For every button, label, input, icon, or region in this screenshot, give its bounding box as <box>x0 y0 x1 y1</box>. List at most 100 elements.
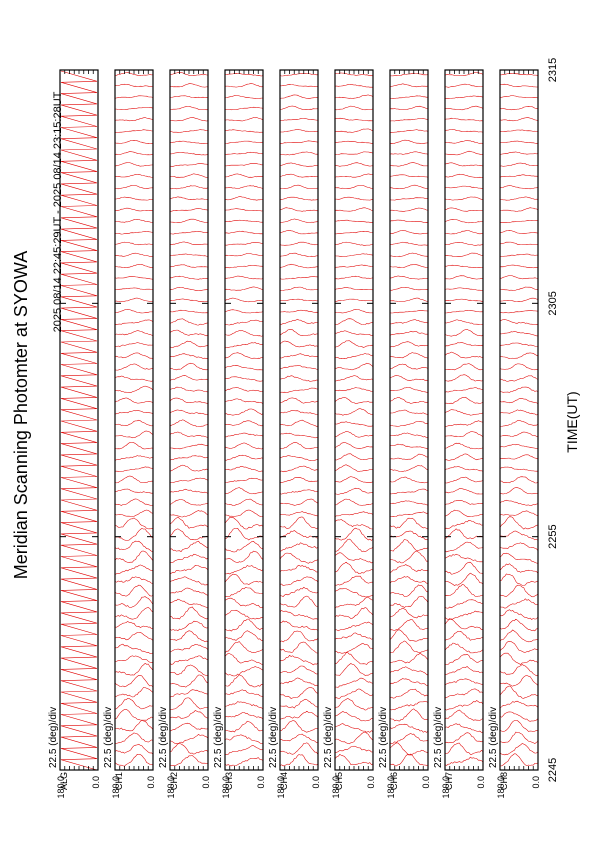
series-trace <box>225 689 263 697</box>
series-trace <box>225 219 263 223</box>
series-trace <box>335 185 373 189</box>
series-trace <box>500 117 538 122</box>
series-trace <box>170 196 208 200</box>
series-trace <box>280 94 318 99</box>
series-trace <box>225 528 263 541</box>
series-trace <box>445 287 483 291</box>
series-trace <box>170 722 208 732</box>
series-trace <box>390 732 428 745</box>
trace-group <box>60 70 98 770</box>
series-trace <box>225 129 263 133</box>
scale-label: 22.5 (deg)/div <box>48 707 59 768</box>
series-trace <box>225 618 263 632</box>
series-trace <box>445 264 483 268</box>
series-trace <box>115 330 153 337</box>
series-trace <box>170 231 208 235</box>
series-trace <box>500 207 538 212</box>
series-trace <box>335 597 373 609</box>
series-trace <box>390 723 428 733</box>
series-trace <box>445 252 483 257</box>
series-trace <box>115 129 153 133</box>
series-trace <box>115 620 153 629</box>
series-trace <box>170 734 208 745</box>
series-trace <box>335 207 373 212</box>
series-trace <box>115 276 153 280</box>
series-trace <box>280 419 318 427</box>
series-trace <box>335 397 373 404</box>
series-trace <box>280 655 318 666</box>
series-trace <box>170 419 208 427</box>
series-trace <box>280 151 318 156</box>
series-trace <box>445 105 483 111</box>
series-trace <box>390 95 428 99</box>
series-trace <box>500 711 538 722</box>
chart-title: Meridian Scanning Photomter at SYOWA <box>11 251 31 579</box>
series-trace <box>170 152 208 156</box>
series-trace <box>280 455 318 461</box>
series-trace <box>115 527 153 541</box>
series-trace <box>225 408 263 416</box>
series-trace <box>390 197 428 201</box>
series-trace <box>170 710 208 719</box>
series-trace <box>225 242 263 246</box>
panel-frame <box>389 69 429 771</box>
series-trace <box>225 106 263 111</box>
series-trace <box>335 527 373 541</box>
series-trace <box>225 630 263 642</box>
series-trace <box>445 342 483 347</box>
series-trace <box>225 420 263 427</box>
series-trace <box>115 219 153 223</box>
series-trace <box>390 352 428 359</box>
series-trace <box>335 731 373 745</box>
series-trace <box>225 442 263 450</box>
series-trace <box>115 117 153 122</box>
series-trace <box>390 596 428 608</box>
series-trace <box>170 697 208 710</box>
series-trace <box>335 94 373 99</box>
series-trace <box>115 455 153 461</box>
series-trace <box>225 275 263 280</box>
series-trace <box>445 732 483 744</box>
series-trace <box>280 410 318 415</box>
series-trace <box>225 701 263 710</box>
series-trace <box>500 530 538 541</box>
series-trace <box>390 742 428 756</box>
series-trace <box>225 151 263 156</box>
x-tick-label: 2245 <box>547 758 559 782</box>
series-trace <box>115 509 153 517</box>
series-trace <box>225 140 263 144</box>
series-trace <box>390 652 428 664</box>
series-trace <box>225 541 263 553</box>
series-trace <box>500 731 538 745</box>
series-trace <box>500 431 538 437</box>
series-trace <box>115 83 153 88</box>
series-trace <box>390 708 428 722</box>
series-trace <box>170 553 208 564</box>
series-trace <box>500 129 538 133</box>
series-trace <box>390 550 428 564</box>
series-trace <box>445 561 483 575</box>
series-trace <box>115 287 153 290</box>
series-trace <box>390 666 428 676</box>
series-trace <box>390 432 428 439</box>
series-trace <box>225 477 263 483</box>
series-trace <box>170 340 208 348</box>
x-tick-label: 2305 <box>547 291 559 315</box>
series-trace <box>225 666 263 677</box>
series-trace <box>500 241 538 245</box>
series-trace <box>225 297 263 303</box>
series-trace <box>280 733 318 743</box>
series-trace <box>225 586 263 597</box>
series-trace <box>115 687 153 698</box>
series-trace <box>445 83 483 88</box>
series-trace <box>445 756 483 766</box>
series-trace <box>335 663 373 676</box>
series-trace <box>115 385 153 393</box>
series-trace <box>225 498 263 506</box>
series-trace <box>390 207 428 212</box>
series-trace <box>225 653 263 665</box>
series-trace <box>225 745 263 756</box>
series-trace <box>170 318 208 326</box>
series-trace <box>115 517 153 530</box>
